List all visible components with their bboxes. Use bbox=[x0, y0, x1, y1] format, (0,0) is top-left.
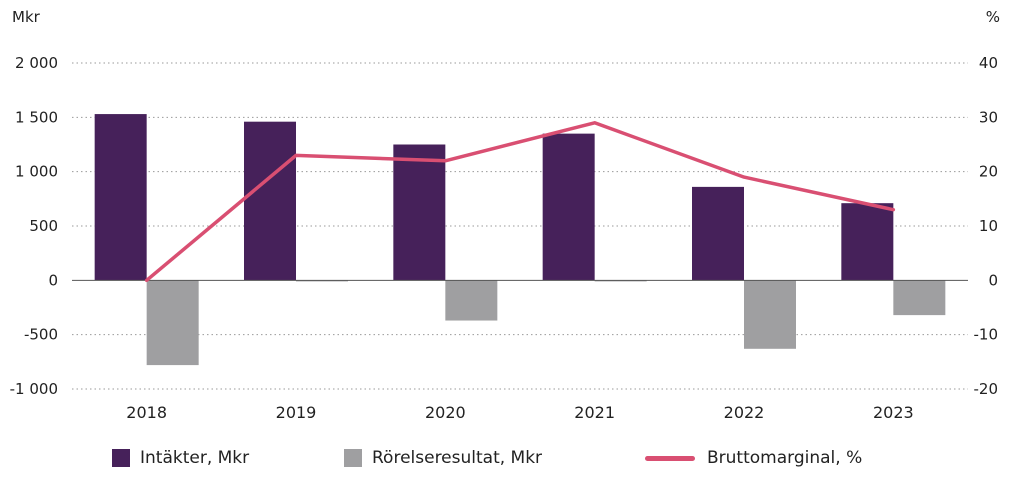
bar-intakter bbox=[841, 203, 894, 281]
left-tick-label: -1 000 bbox=[10, 380, 58, 398]
left-tick-label: -500 bbox=[24, 326, 58, 344]
chart: 2 000 1 500 1 000 500 0 -500 -1 000 40 30 20 10 0 -1… bbox=[10, 54, 999, 422]
left-tick-label: 1 000 bbox=[15, 163, 58, 181]
bar-rorelseresultat bbox=[744, 280, 796, 349]
legend-swatch-rorelseresultat bbox=[344, 449, 362, 467]
left-axis-unit: Mkr bbox=[12, 8, 40, 26]
legend-item-bruttomarginal: Bruttomarginal, % bbox=[645, 448, 862, 468]
x-tick-label: 2023 bbox=[873, 403, 914, 422]
x-tick-label: 2020 bbox=[425, 403, 466, 422]
right-tick-label: 0 bbox=[988, 271, 998, 289]
right-tick-label: 20 bbox=[979, 163, 998, 181]
legend: Intäkter, Mkr Rörelseresultat, Mkr Brutt… bbox=[0, 448, 1024, 478]
left-tick-label: 2 000 bbox=[15, 54, 58, 72]
legend-item-intakter: Intäkter, Mkr bbox=[112, 448, 249, 468]
x-tick-label: 2019 bbox=[276, 403, 317, 422]
left-tick-label: 500 bbox=[29, 217, 58, 235]
legend-swatch-intakter bbox=[112, 449, 130, 467]
left-tick-label: 0 bbox=[48, 271, 58, 289]
right-tick-label: 10 bbox=[979, 217, 998, 235]
right-tick-label: 40 bbox=[979, 54, 998, 72]
x-tick-label: 2018 bbox=[126, 403, 167, 422]
bar-intakter bbox=[244, 121, 296, 281]
x-tick-label: 2021 bbox=[574, 403, 615, 422]
x-tick-label: 2022 bbox=[724, 403, 765, 422]
bar-rorelseresultat bbox=[146, 280, 199, 366]
right-tick-label: -20 bbox=[974, 380, 999, 398]
bar-rorelseresultat bbox=[893, 280, 946, 316]
left-tick-label: 1 500 bbox=[15, 108, 58, 126]
legend-label-bruttomarginal: Bruttomarginal, % bbox=[707, 448, 863, 468]
legend-label-intakter: Intäkter, Mkr bbox=[140, 448, 250, 468]
legend-swatch-bruttomarginal bbox=[645, 455, 695, 461]
bar-intakter bbox=[542, 133, 595, 281]
legend-item-rorelseresultat: Rörelseresultat, Mkr bbox=[344, 448, 542, 468]
line-bruttomarginal bbox=[144, 121, 896, 283]
bar-intakter bbox=[393, 144, 446, 281]
bar-intakter bbox=[94, 114, 147, 281]
right-axis-unit: % bbox=[985, 8, 1000, 26]
right-tick-label: -10 bbox=[974, 326, 999, 344]
legend-label-rorelseresultat: Rörelseresultat, Mkr bbox=[372, 448, 543, 468]
bar-intakter bbox=[692, 186, 744, 281]
bar-rorelseresultat bbox=[594, 280, 647, 282]
bar-rorelseresultat bbox=[445, 280, 498, 321]
bar-rorelseresultat bbox=[296, 280, 348, 282]
right-tick-label: 30 bbox=[979, 108, 998, 126]
